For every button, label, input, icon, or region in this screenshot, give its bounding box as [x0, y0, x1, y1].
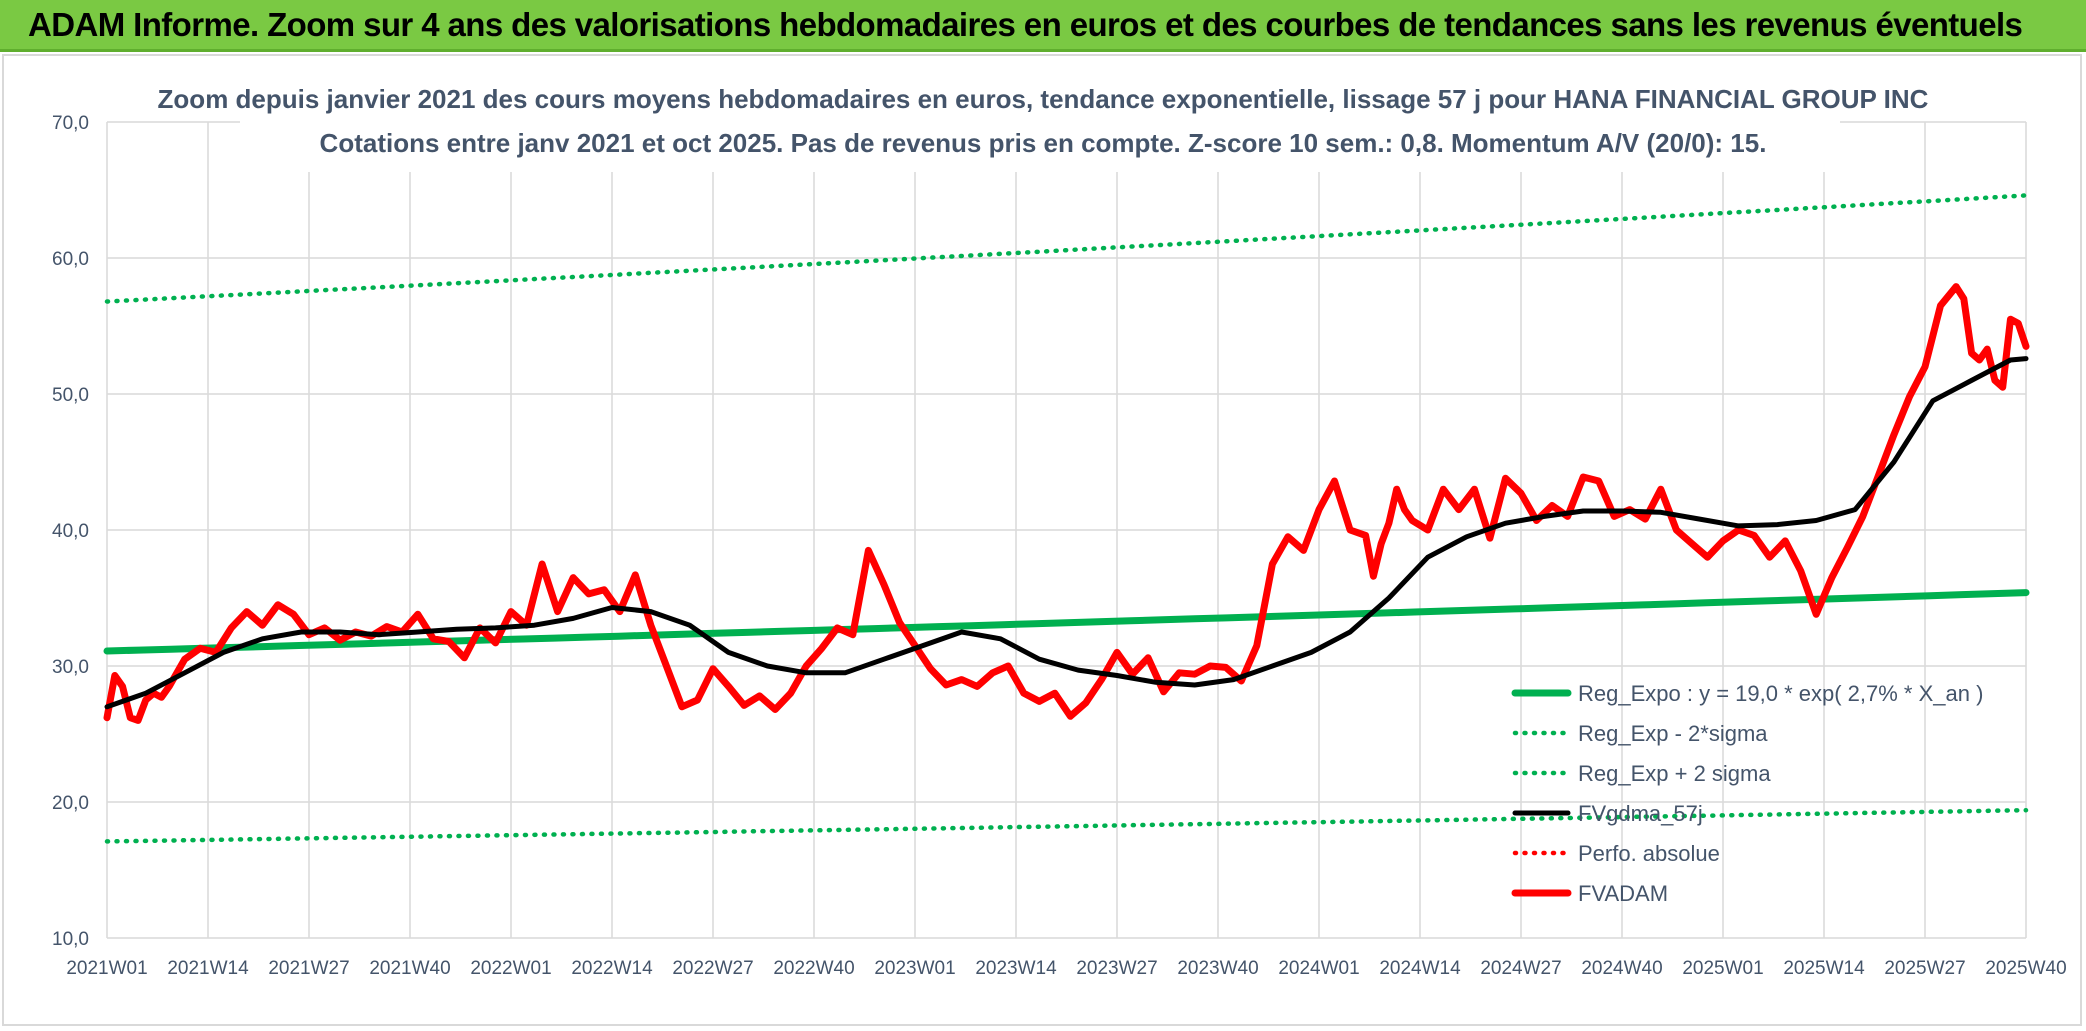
x-tick-label: 2023W01 [874, 958, 955, 979]
legend-label: FVgdma_57j [1578, 801, 1703, 826]
x-tick-label: 2025W27 [1884, 958, 1965, 979]
legend: Reg_Expo : y = 19,0 * exp( 2,7% * X_an )… [1511, 681, 1983, 906]
x-tick-label: 2024W27 [1480, 958, 1561, 979]
series-fvadam [103, 283, 2030, 724]
x-tick-label: 2023W27 [1076, 958, 1157, 979]
x-tick-label: 2025W01 [1682, 958, 1763, 979]
series-reg-exp-plus-2sigma [104, 193, 2029, 304]
x-tick-label: 2023W14 [975, 958, 1057, 979]
header-banner: ADAM Informe. Zoom sur 4 ans des valoris… [0, 0, 2086, 52]
y-tick-label: 20,0 [52, 793, 89, 814]
series-layer [103, 193, 2030, 844]
x-tick-label: 2022W01 [470, 958, 551, 979]
chart-frame [2, 54, 2082, 1026]
chart-title: Zoom depuis janvier 2021 des cours moyen… [158, 84, 1929, 114]
x-tick-label: 2021W14 [167, 958, 249, 979]
x-tick-label: 2021W40 [369, 958, 450, 979]
legend-label: FVADAM [1578, 881, 1668, 906]
x-tick-label: 2021W01 [66, 958, 147, 979]
y-tick-label: 50,0 [52, 385, 89, 406]
x-tick-label: 2023W40 [1177, 958, 1258, 979]
series-fvgdma-57j [104, 356, 2029, 710]
x-tick-label: 2024W14 [1379, 958, 1461, 979]
y-tick-label: 10,0 [52, 929, 89, 950]
title-background [240, 80, 1840, 172]
y-tick-label: 70,0 [52, 113, 89, 134]
x-tick-label: 2025W40 [1985, 958, 2066, 979]
x-tick-label: 2021W27 [268, 958, 349, 979]
legend-label: Perfo. absolue [1578, 841, 1720, 866]
chart-subtitle: Cotations entre janv 2021 et oct 2025. P… [320, 128, 1767, 158]
x-tick-label: 2024W01 [1278, 958, 1359, 979]
legend-label: Reg_Exp + 2 sigma [1578, 761, 1771, 786]
series-reg-exp-minus-2sigma [104, 807, 2029, 844]
x-tick-label: 2025W14 [1783, 958, 1865, 979]
chart-ticks: 70,0 60,0 50,0 40,0 30,0 20,0 10,0 2021W01 2021W… [52, 113, 2067, 979]
legend-label: Reg_Exp - 2*sigma [1578, 721, 1768, 746]
x-tick-label: 2022W40 [773, 958, 854, 979]
y-tick-label: 40,0 [52, 521, 89, 542]
legend-label: Reg_Expo : y = 19,0 * exp( 2,7% * X_an ) [1578, 681, 1983, 706]
series-reg-expo [103, 589, 2030, 655]
x-tick-label: 2024W40 [1581, 958, 1662, 979]
y-tick-label: 60,0 [52, 249, 89, 270]
x-tick-label: 2022W14 [571, 958, 653, 979]
x-tick-label: 2022W27 [672, 958, 753, 979]
page-title: ADAM Informe. Zoom sur 4 ans des valoris… [28, 6, 2023, 43]
y-tick-label: 30,0 [52, 657, 89, 678]
